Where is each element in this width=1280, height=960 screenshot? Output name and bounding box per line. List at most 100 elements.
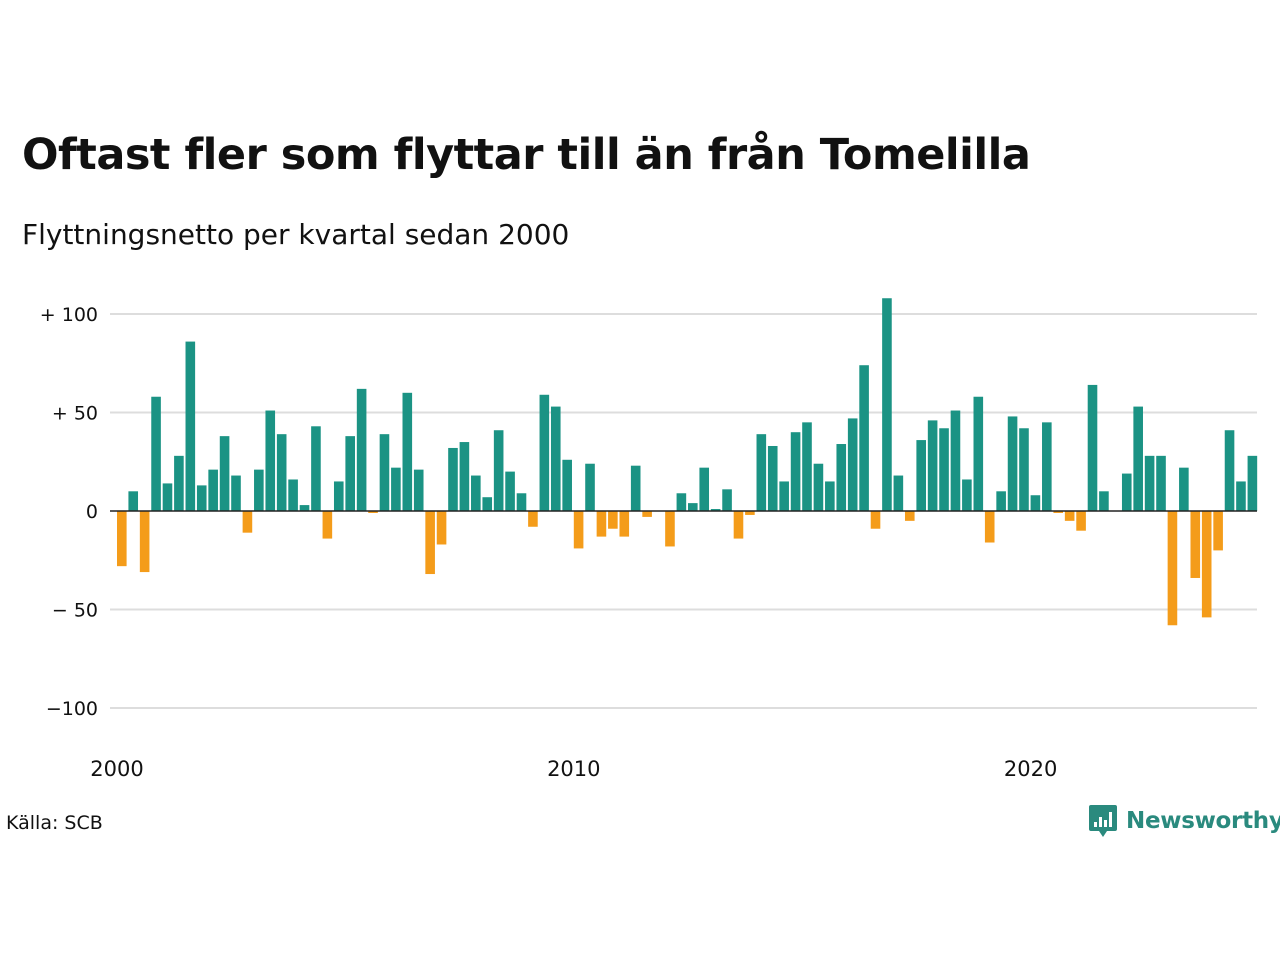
bar: [345, 436, 355, 511]
bar: [699, 467, 710, 511]
bar: [1179, 467, 1189, 511]
bar: [1224, 430, 1235, 511]
bar: [996, 491, 1006, 511]
bar: [619, 511, 630, 537]
bar: [288, 479, 298, 511]
newsworthy-chart-icon: [1089, 805, 1117, 837]
bar: [585, 463, 595, 511]
y-tick-label: + 100: [40, 304, 98, 326]
bar: [482, 497, 493, 511]
bar: [1121, 473, 1132, 511]
bar: [939, 428, 949, 511]
bar: [608, 511, 618, 529]
bar: [128, 491, 139, 511]
bar: [459, 442, 470, 511]
brand-name: Newsworthy: [1126, 808, 1280, 834]
axis-layer: + 100 + 50 0 − 50 −100 2000 2010 2020: [40, 304, 1257, 781]
bar: [973, 396, 984, 511]
bar: [413, 469, 424, 511]
bar: [550, 406, 561, 511]
bar: [1076, 511, 1086, 531]
bar: [767, 445, 778, 511]
bar: [1236, 481, 1246, 511]
bar: [162, 483, 173, 511]
x-tick-label: 2020: [1004, 757, 1057, 781]
bar: [665, 511, 675, 547]
bar: [528, 511, 538, 527]
bar-chart: + 100 + 50 0 − 50 −100 2000 2010 2020: [40, 298, 1258, 781]
bar: [1144, 455, 1155, 511]
bar: [448, 447, 458, 511]
bar: [368, 511, 378, 513]
bar: [847, 418, 858, 511]
bar: [984, 511, 995, 543]
bar: [870, 511, 881, 529]
bar: [676, 493, 687, 511]
y-tick-label: − 50: [52, 600, 98, 622]
bar: [1167, 511, 1178, 626]
bar: [779, 481, 789, 511]
x-tick-label: 2000: [90, 757, 143, 781]
bar: [962, 479, 972, 511]
bar: [139, 511, 150, 573]
bar: [882, 298, 892, 511]
bar: [402, 392, 413, 511]
bar: [722, 489, 732, 511]
bar: [299, 505, 310, 511]
y-tick-label: 0: [86, 501, 98, 523]
bar: [151, 396, 161, 511]
bar: [425, 511, 435, 575]
y-tick-label: + 50: [52, 403, 98, 425]
bar: [219, 436, 230, 511]
bar: [916, 440, 926, 511]
newsworthy-logo[interactable]: Newsworthy: [1088, 803, 1280, 839]
bar: [356, 388, 367, 511]
bar: [790, 432, 801, 511]
bar: [208, 469, 218, 511]
bar: [231, 475, 241, 511]
bar: [117, 511, 127, 567]
bar: [573, 511, 584, 549]
bar: [254, 469, 264, 511]
bar: [710, 509, 721, 511]
bar: [322, 511, 333, 539]
bar: [642, 511, 652, 517]
bar: [1133, 406, 1143, 511]
x-tick-label: 2010: [547, 757, 600, 781]
bar: [562, 459, 572, 511]
source-note: Källa: SCB: [6, 812, 103, 834]
bar: [802, 422, 812, 511]
bar: [745, 511, 755, 515]
bar: [1019, 428, 1029, 511]
bar: [630, 465, 641, 511]
bar: [242, 511, 253, 533]
bar: [813, 463, 824, 511]
grid-layer: [110, 313, 1257, 709]
bar: [265, 410, 276, 511]
bar: [174, 455, 184, 511]
bar: [1064, 511, 1075, 521]
bar: [1201, 511, 1212, 618]
bar: [1053, 511, 1064, 513]
bar: [276, 434, 287, 511]
bar: [333, 481, 344, 511]
bar: [196, 485, 207, 511]
bar: [185, 341, 196, 511]
bar: [859, 365, 869, 511]
bar: [1042, 422, 1052, 511]
y-tick-label: −100: [46, 698, 98, 720]
bar: [1087, 384, 1098, 511]
bar: [471, 475, 481, 511]
bar: [539, 394, 550, 511]
bar: [1190, 511, 1201, 578]
bar: [1007, 416, 1018, 511]
bar-layer: [117, 298, 1258, 626]
bar: [436, 511, 447, 545]
bar: [493, 430, 504, 511]
bar: [1099, 491, 1109, 511]
bar: [950, 410, 961, 511]
bar: [927, 420, 938, 511]
bar: [688, 503, 698, 511]
bar: [1030, 495, 1041, 511]
chart-title: Oftast fler som flyttar till än från Tom…: [22, 130, 1031, 180]
